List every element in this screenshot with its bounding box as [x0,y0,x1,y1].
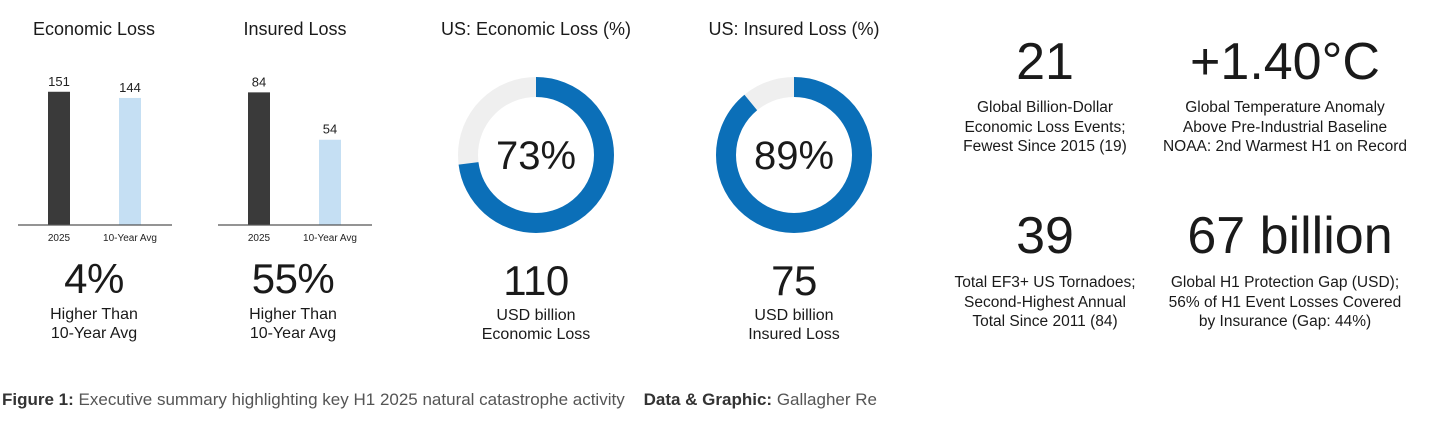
stat-protection-gap-desc: Global H1 Protection Gap (USD); 56% of H… [1140,273,1430,332]
bar-value-label: 151 [48,74,70,89]
insured-loss-bar-chart: 84 2025 54 10-Year Avg [218,74,372,244]
insured-loss-desc-line1: Higher Than [249,306,337,323]
us-economic-loss-value: 110 [503,257,569,304]
bar-2025 [248,92,270,225]
stat-line: Total Since 2011 (84) [972,313,1118,330]
caption-label: Figure 1: [2,390,74,409]
insured-loss-title: Insured Loss [243,19,347,39]
stat-temperature-anomaly-desc: Global Temperature Anomaly Above Pre-Ind… [1150,98,1420,157]
us-insured-loss-desc-line1: USD billion [754,307,834,324]
us-economic-loss-title: US: Economic Loss (%) [440,19,632,39]
stat-line: Fewest Since 2015 (19) [963,138,1127,155]
stat-line: Global H1 Protection Gap (USD); [1170,274,1400,291]
caption-text: Executive summary highlighting key H1 20… [78,390,625,409]
donut-value-arc [716,77,872,233]
stat-line: Global Billion-Dollar [976,99,1114,116]
stat-billion-dollar-events-desc: Global Billion-Dollar Economic Loss Even… [925,98,1165,157]
x-tick-label: 10-Year Avg [303,233,357,244]
us-insured-loss-desc: USD billion Insured Loss [694,306,894,344]
stat-billion-dollar-events-value: 21 [1016,33,1074,91]
caption-credit-text: Gallagher Re [776,390,877,409]
bar-value-label: 144 [119,80,141,95]
x-tick-label: 2025 [248,233,271,244]
economic-loss-change-desc: Higher Than 10-Year Avg [14,305,174,343]
us-economic-loss-desc: USD billion Economic Loss [436,306,636,344]
economic-loss-bar-chart: 151 2025 144 10-Year Avg [18,74,172,244]
stat-line: Total EF3+ US Tornadoes; [954,274,1136,291]
economic-loss-desc-line1: Higher Than [50,306,138,323]
donut-center-label: 73% [496,134,576,178]
economic-loss-desc-line2: 10-Year Avg [50,325,138,342]
economic-loss-title: Economic Loss [32,19,156,39]
stat-tornadoes-desc: Total EF3+ US Tornadoes; Second-Highest … [925,273,1165,332]
us-economic-loss-desc-line1: USD billion [496,307,576,324]
figure-caption: Figure 1: Executive summary highlighting… [2,390,877,410]
x-tick-label: 2025 [48,233,71,244]
stat-protection-gap-value: 67 billion [1187,207,1393,265]
us-insured-loss-value: 75 [771,257,817,304]
stat-line: NOAA: 2nd Warmest H1 on Record [1162,138,1408,155]
stat-line: Second-Highest Annual [963,293,1126,311]
us-insured-loss-title: US: Insured Loss (%) [708,19,880,39]
stat-line: 56% of H1 Event Losses Covered [1168,293,1402,311]
bar-10-year-avg [319,139,341,225]
donut-center-label: 89% [754,134,834,178]
bar-2025 [48,91,70,225]
stat-line: Global Temperature Anomaly [1185,99,1385,116]
donut-value-arc [458,77,614,233]
stat-line: by Insurance (Gap: 44%) [1198,313,1372,330]
insured-loss-change: 55% [251,255,335,302]
bar-value-label: 54 [323,122,337,137]
us-insured-loss-donut: 89% [716,77,872,233]
x-tick-label: 10-Year Avg [103,233,157,244]
stat-tornadoes-value: 39 [1016,207,1074,265]
stat-line: Above Pre-Industrial Baseline [1182,118,1388,136]
us-economic-loss-donut: 73% [458,77,614,233]
stat-temperature-anomaly-value: +1.40°C [1190,33,1380,91]
us-economic-loss-desc-line2: Economic Loss [481,326,591,343]
bar-value-label: 84 [252,74,266,89]
bar-10-year-avg [119,97,141,225]
caption-credit-label: Data & Graphic: [643,390,773,409]
insured-loss-change-desc: Higher Than 10-Year Avg [213,305,373,343]
stat-line: Economic Loss Events; [964,118,1126,136]
economic-loss-change: 4% [64,255,124,302]
insured-loss-desc-line2: 10-Year Avg [249,325,337,342]
us-insured-loss-desc-line2: Insured Loss [748,326,840,343]
